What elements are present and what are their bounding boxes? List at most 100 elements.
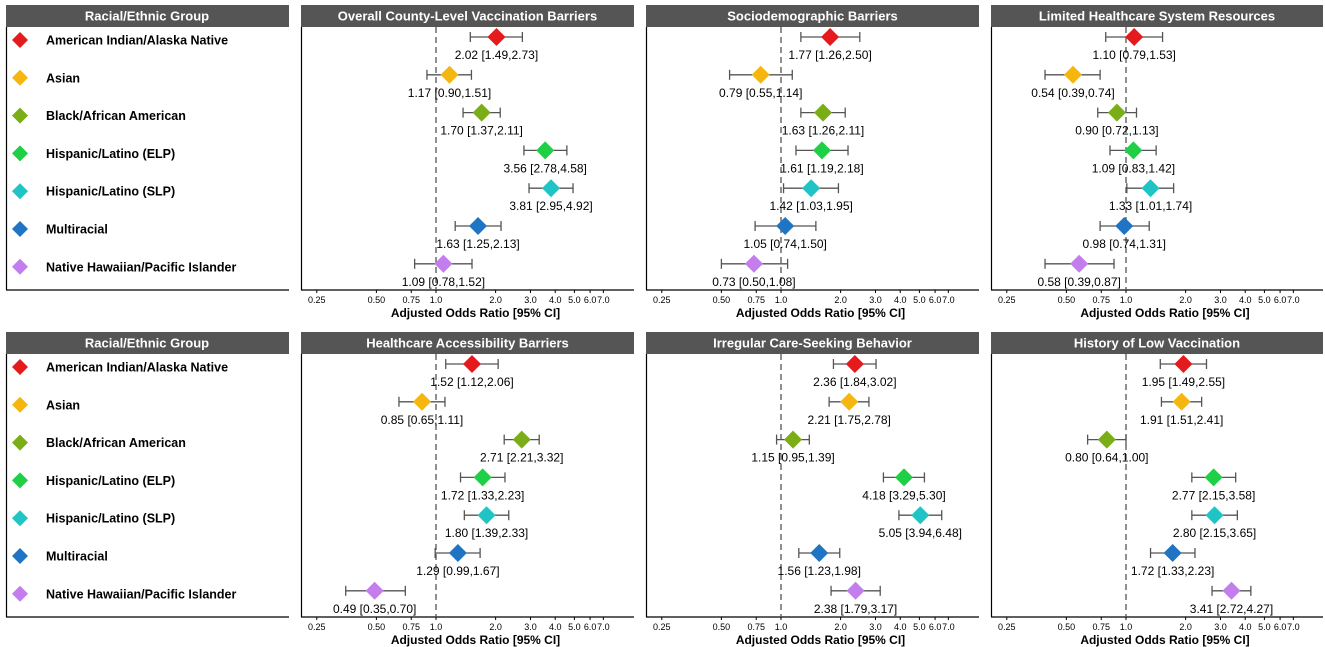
estimate-label: 1.77 [1.26,2.50] [788, 48, 871, 62]
point-estimate-diamond [846, 581, 865, 600]
point-estimate-diamond [812, 141, 831, 160]
x-tick-label: 0.50 [713, 622, 731, 632]
x-tick-label: 5.0 [568, 622, 581, 632]
legend-item: Multiracial [12, 221, 108, 237]
point-estimate-diamond [1163, 544, 1182, 562]
x-tick-label: 0.75 [747, 295, 765, 305]
panel-title: Irregular Care-Seeking Behavior [713, 336, 912, 351]
legend-diamond-icon [12, 472, 28, 489]
point-estimate-diamond [744, 254, 763, 273]
x-tick-label: 5.0 [568, 295, 581, 305]
x-axis-label: Adjusted Odds Ratio [95% CI] [736, 306, 905, 320]
x-tick-label: 1.0 [1120, 295, 1133, 305]
x-tick-label: 6.0 [1274, 622, 1287, 632]
point-estimate-diamond [802, 179, 821, 198]
ci-row: 1.63 [1.26,2.11] [782, 103, 865, 138]
point-estimate-diamond [487, 28, 506, 46]
legend-header: Racial/Ethnic Group [85, 9, 209, 24]
ci-row: 1.72 [1.33,2.23] [441, 468, 524, 502]
ci-row: 1.95 [1.49,2.55] [1142, 355, 1225, 389]
legend-group-label: American Indian/Alaska Native [46, 34, 228, 48]
estimate-label: 1.09 [0.78,1.52] [402, 275, 485, 289]
legend-group-label: Hispanic/Latino (SLP) [46, 512, 175, 526]
estimate-label: 1.80 [1.39,2.33] [445, 526, 528, 540]
legend-diamond-icon [12, 69, 28, 86]
legend-diamond-icon [12, 258, 28, 275]
point-estimate-diamond [512, 430, 531, 449]
x-tick-label: 2.0 [834, 295, 847, 305]
x-tick-label: 6.0 [584, 295, 597, 305]
legend-group-label: Multiracial [46, 223, 108, 237]
x-tick-label: 2.0 [1179, 295, 1192, 305]
forest-panel: Healthcare Accessibility Barriers 0.25 0.5… [300, 332, 634, 647]
ci-row: 1.17 [0.90,1.51] [408, 65, 491, 100]
x-tick-label: 3.0 [869, 295, 882, 305]
x-tick-label: 6.0 [929, 295, 942, 305]
legend-panel: Racial/Ethnic Group American Indian/Alask… [5, 5, 289, 291]
ci-row: 1.15 [0.95,1.39] [751, 430, 835, 465]
x-tick-label: 0.50 [1058, 295, 1076, 305]
x-tick-label: 6.0 [929, 622, 942, 632]
x-tick-label: 0.75 [1092, 295, 1110, 305]
point-estimate-diamond [1174, 355, 1193, 373]
legend-diamond-icon [12, 183, 28, 200]
estimate-label: 3.81 [2.95,4.92] [509, 199, 592, 213]
panel-header-bar [991, 332, 1323, 354]
estimate-label: 1.61 [1.19,2.18] [780, 161, 863, 175]
legend-item: American Indian/Alaska Native [12, 32, 228, 48]
point-estimate-diamond [365, 581, 384, 600]
x-tick-label: 5.0 [1258, 295, 1271, 305]
ci-row: 0.85 [0.65,1.11] [381, 392, 463, 427]
estimate-label: 1.05 [0.74,1.50] [743, 237, 826, 251]
ci-row: 2.71 [2.21,3.32] [480, 430, 563, 465]
legend-item: Black/African American [12, 434, 186, 451]
x-tick-label: 0.75 [1092, 622, 1110, 632]
legend-diamond-icon [12, 510, 28, 527]
ci-row: 0.49 [0.35,0.70] [333, 581, 416, 616]
x-axis-label: Adjusted Odds Ratio [95% CI] [1080, 633, 1249, 647]
x-axis-label: Adjusted Odds Ratio [95% CI] [391, 633, 560, 647]
x-tick-label: 0.25 [653, 295, 671, 305]
ci-row: 1.09 [0.78,1.52] [402, 254, 485, 289]
legend-header-bar [6, 5, 289, 27]
x-tick-label: 3.0 [524, 622, 537, 632]
ci-row: 0.58 [0.39,0.87] [1037, 254, 1121, 289]
forest-panel: Limited Healthcare System Resources 0.25 0… [990, 5, 1323, 320]
legend-item: American Indian/Alaska Native [12, 359, 228, 375]
legend-group-label: Black/African American [46, 436, 186, 450]
x-axis-label: Adjusted Odds Ratio [95% CI] [391, 306, 560, 320]
x-tick-label: 2.0 [1179, 622, 1192, 632]
point-estimate-diamond [784, 430, 803, 449]
x-tick-label: 0.50 [1058, 622, 1076, 632]
point-estimate-diamond [413, 392, 432, 411]
point-estimate-diamond [1141, 179, 1160, 198]
x-tick-label: 1.0 [430, 295, 443, 305]
point-estimate-diamond [1205, 506, 1224, 525]
legend-group-label: Black/African American [46, 109, 186, 123]
estimate-label: 3.41 [2.72,4.27] [1190, 602, 1273, 616]
estimate-label: 1.33 [1.01,1.74] [1109, 199, 1192, 213]
estimate-label: 0.80 [0.64,1.00] [1065, 451, 1148, 465]
estimate-label: 0.79 [0.55,1.14] [719, 86, 802, 100]
point-estimate-diamond [473, 468, 492, 487]
x-tick-label: 6.0 [1274, 295, 1287, 305]
ci-row: 1.80 [1.39,2.33] [445, 506, 528, 540]
panel-header-bar [301, 332, 634, 354]
estimate-label: 1.29 [0.99,1.67] [416, 564, 499, 578]
legend-diamond-icon [12, 548, 28, 564]
x-tick-label: 0.25 [308, 622, 326, 632]
point-estimate-diamond [895, 468, 914, 487]
legend-diamond-icon [12, 32, 28, 48]
estimate-label: 1.42 [1.03,1.95] [769, 199, 852, 213]
estimate-label: 3.56 [2.78,4.58] [503, 161, 586, 175]
point-estimate-diamond [1070, 254, 1089, 273]
estimate-label: 1.70 [1.37,2.11] [440, 124, 523, 138]
estimate-label: 0.98 [0.74,1.31] [1083, 237, 1166, 251]
legend-group-label: Native Hawaiian/Pacific Islander [46, 260, 236, 274]
point-estimate-diamond [472, 103, 491, 122]
ci-row: 3.41 [2.72,4.27] [1190, 581, 1273, 616]
x-tick-label: 5.0 [913, 622, 926, 632]
estimate-label: 2.80 [2.15,3.65] [1173, 526, 1256, 540]
estimate-label: 1.63 [1.26,2.11] [782, 124, 865, 138]
